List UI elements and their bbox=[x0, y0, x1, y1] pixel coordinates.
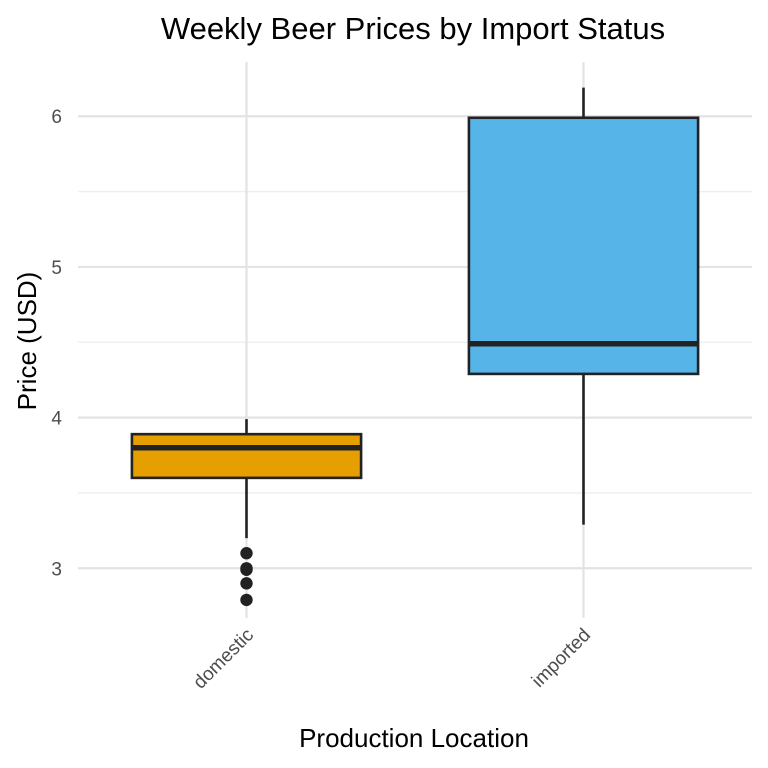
chart-title: Weekly Beer Prices by Import Status bbox=[161, 11, 665, 46]
y-tick-label: 3 bbox=[51, 559, 62, 580]
x-axis-title: Production Location bbox=[299, 723, 529, 753]
box-body bbox=[467, 116, 700, 376]
x-tick-labels: domestic imported bbox=[189, 625, 595, 694]
boxes bbox=[130, 87, 700, 607]
x-tick-label: imported bbox=[528, 625, 595, 692]
y-tick-label: 5 bbox=[51, 258, 62, 279]
outlier-point bbox=[240, 593, 253, 607]
y-axis-title: Price (USD) bbox=[12, 272, 42, 411]
outlier-point bbox=[240, 577, 253, 590]
y-tick-label: 6 bbox=[51, 107, 62, 128]
x-tick-label: domestic bbox=[189, 625, 258, 694]
outlier-point bbox=[240, 547, 253, 560]
box-domestic bbox=[130, 419, 363, 607]
outlier-point bbox=[240, 563, 253, 576]
box-body bbox=[130, 432, 363, 480]
y-tick-labels: 3 4 5 6 bbox=[51, 107, 62, 580]
y-tick-label: 4 bbox=[51, 409, 62, 430]
box-imported bbox=[467, 87, 700, 525]
